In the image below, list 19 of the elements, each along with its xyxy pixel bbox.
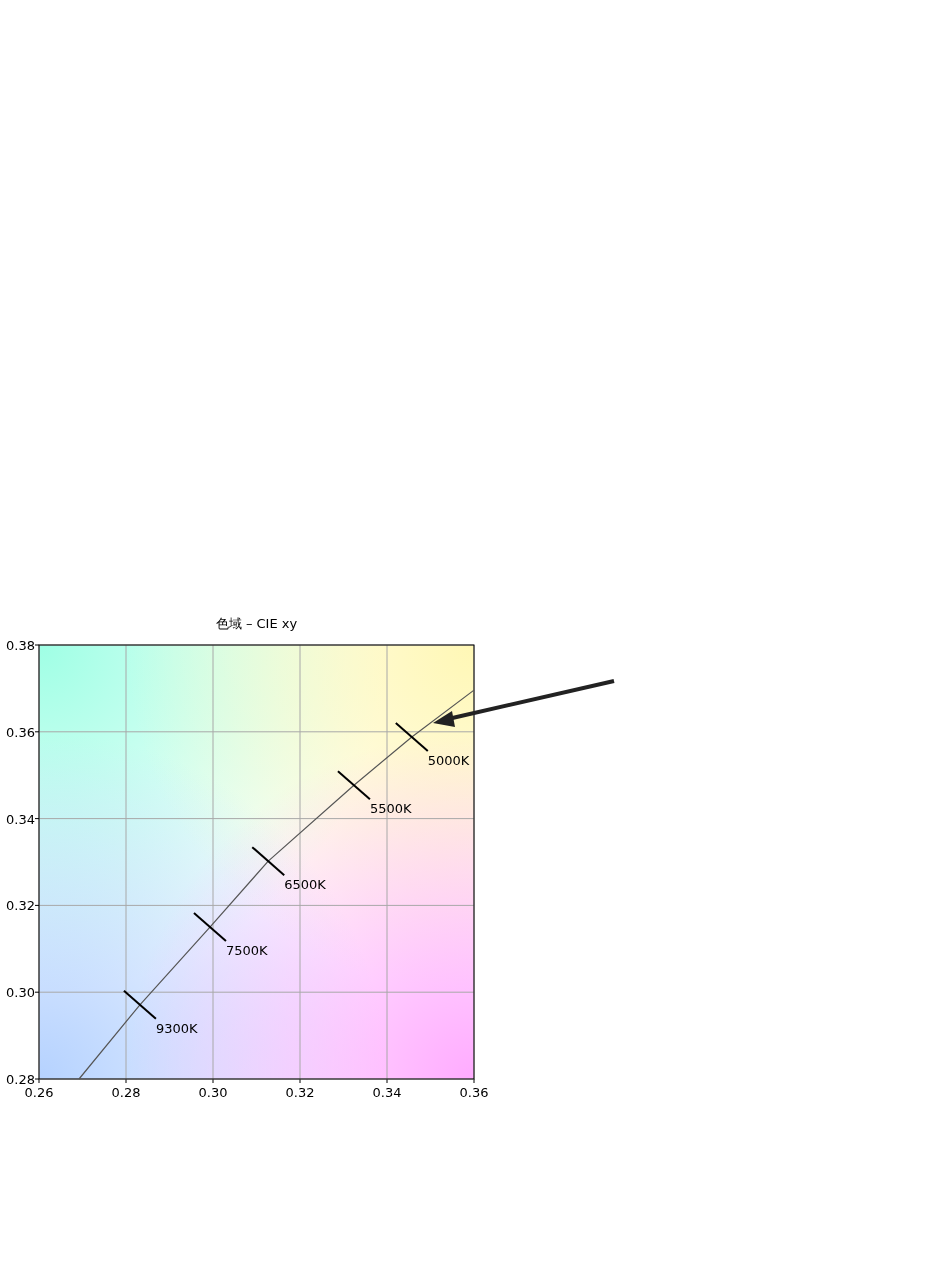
x-tick-label: 0.26 [24,1085,54,1100]
annotation: 7500K [225,943,269,959]
y-tick-label: 0.32 [6,898,35,914]
x-tick-label: 0.36 [459,1085,489,1100]
annotation: 5500K [369,801,413,817]
annotation: 5000K [427,753,470,769]
x-tick-label: 0.34 [372,1085,402,1100]
line-series [78,689,475,1080]
x-tick-label: 0.30 [198,1085,228,1100]
y-tick-label: 0.30 [6,985,35,1001]
y-tick-label: 0.34 [6,811,35,827]
y-tick-label: 0.38 [6,638,35,653]
chart-title: 色域 – CIE xy [215,616,298,631]
x-tick-label: 0.32 [285,1085,315,1100]
x-tick-label: 0.28 [111,1085,141,1100]
annotation: 6500K [284,877,327,893]
annotation: 9300K [155,1020,198,1036]
y-tick-label: 0.36 [6,724,35,740]
y-tick-label: 0.28 [6,1072,35,1087]
